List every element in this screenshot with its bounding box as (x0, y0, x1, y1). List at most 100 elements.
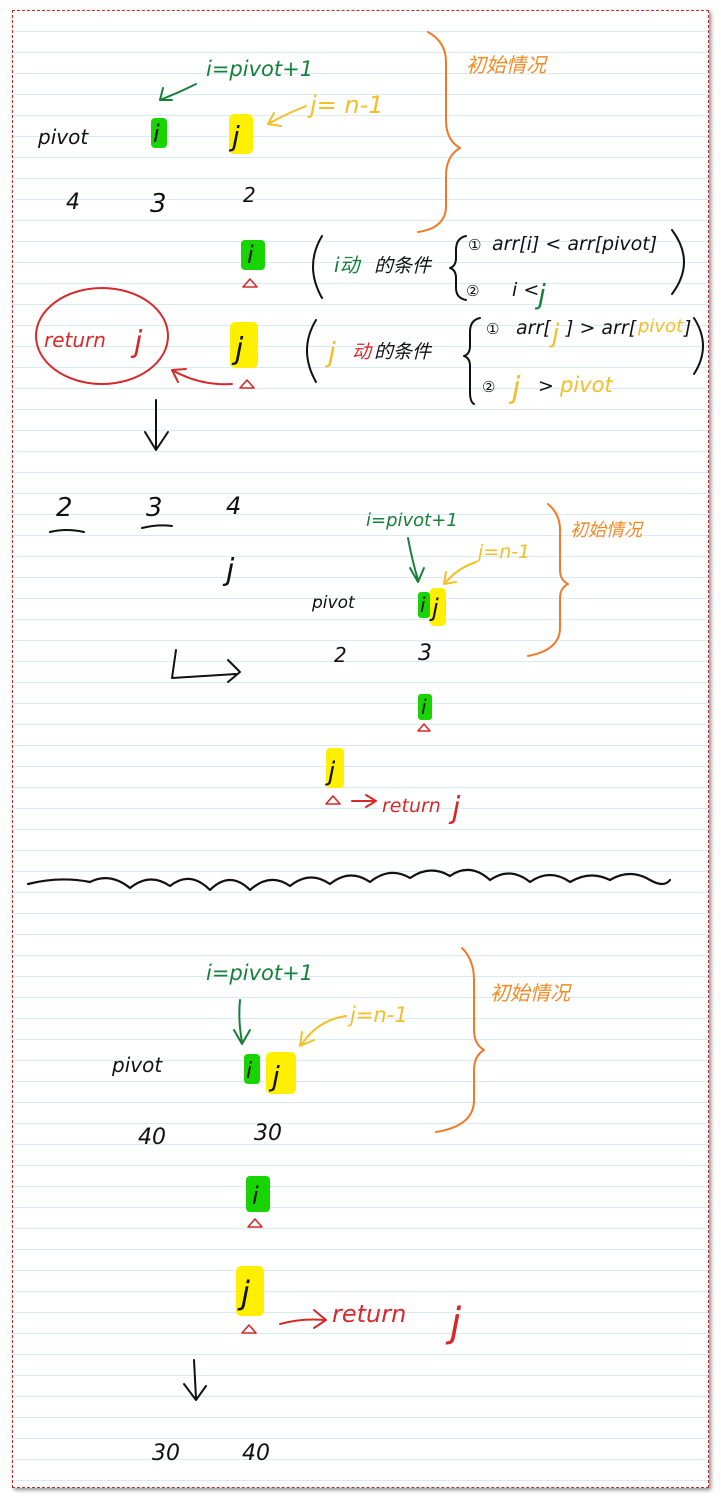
cond-j-c2-j: j (508, 371, 521, 406)
j-moved-marker: j (231, 332, 244, 367)
s3-return-label: return (332, 1300, 406, 1328)
value-b: 3 (150, 189, 167, 219)
down-arrowhead (144, 431, 169, 451)
s3-init-brace (435, 947, 485, 1133)
section-1: i=pivot+1 j= n-1 初始情况 pivot i j 4 3 2 i … (35, 31, 704, 683)
cond-i-c2-left: i < (512, 279, 539, 301)
s2-triangle-red-2 (325, 795, 341, 805)
j-highlight (229, 114, 253, 154)
cond-i-prefix: i动 (334, 253, 362, 277)
triangle-marker-red-2 (239, 379, 255, 389)
arrow-to-i (159, 83, 197, 101)
cond-j-c1-j: j (549, 319, 560, 349)
cond-i-c1: arr[i] < arr[pivot] (492, 233, 657, 255)
cond-j-c2-gt: > (538, 375, 554, 397)
return-label: return (44, 328, 106, 352)
s2-arrowhead-green (409, 567, 425, 583)
notebook-page (12, 10, 709, 1488)
s3-triangle-red-2 (241, 1324, 257, 1334)
s3-return-arrowhead (313, 1309, 327, 1329)
section-3: i=pivot+1 j=n-1 初始情况 pivot i j 40 30 i j… (111, 947, 572, 1466)
s2-return-arrowhead (365, 794, 377, 808)
cond-i-num-1: ① (468, 236, 481, 254)
cond-j-num-1: ① (486, 320, 499, 338)
i-init-label: i=pivot+1 (206, 57, 313, 81)
wavy-divider (26, 868, 672, 892)
s3-j-init-label: j=n-1 (347, 1003, 408, 1027)
s3-after-value-a: 30 (152, 1441, 180, 1466)
after-value-a: 2 (56, 493, 73, 523)
underline-a (49, 529, 85, 533)
s3-i-marker: i (246, 1059, 252, 1084)
after-value-b: 3 (146, 493, 163, 523)
s3-pivot-label: pivot (111, 1053, 163, 1077)
i-moved-marker: i (247, 241, 254, 269)
cond-j-c1-pivot: pivot (637, 316, 684, 337)
paren-right-2 (693, 317, 704, 375)
s2-return-label: return (382, 795, 441, 817)
s2-arrow-to-j (445, 561, 477, 583)
s3-triangle-red (247, 1218, 263, 1228)
s2-j-init-label: j=n-1 (475, 541, 530, 563)
s2-i-init-label: i=pivot+1 (366, 510, 458, 531)
s2-return-var: j (448, 791, 461, 826)
paren-left-2 (306, 319, 317, 383)
s3-value-a: 40 (138, 1125, 166, 1150)
s2-arrow-to-i (407, 537, 419, 581)
i-highlight (151, 118, 167, 148)
arrow-to-return (171, 369, 233, 386)
s3-arrow-to-i (238, 999, 243, 1043)
i-moved-highlight (241, 240, 265, 270)
s3-return-var: j (445, 1300, 462, 1346)
cond-i-num-2: ② (466, 282, 479, 300)
s3-down-arrow (193, 1359, 197, 1399)
s2-j-marker: j (429, 594, 439, 622)
s3-arrowhead-yellow (299, 1031, 315, 1047)
s2-arrowhead-yellow (443, 571, 457, 585)
cond-j-prefix2: 动 (352, 341, 373, 363)
cond-j-num-2: ② (482, 378, 495, 396)
l-arrowhead (227, 659, 241, 683)
cond-j-c1-end: ] (683, 317, 691, 339)
init-label: 初始情况 (466, 53, 548, 77)
s3-init-label: 初始情况 (490, 981, 572, 1005)
l-arrow (171, 649, 237, 679)
s2-triangle-red (417, 723, 431, 732)
return-circle (35, 287, 169, 385)
s3-j-moved-marker: j (237, 1274, 250, 1312)
value-a: 4 (66, 190, 80, 215)
s2-init-label: 初始情况 (570, 520, 644, 541)
after-j: j (222, 553, 235, 588)
cond-j-c1-mid: ] > arr[ (565, 317, 637, 339)
return-var: j (130, 325, 143, 360)
s3-j-highlight (266, 1052, 296, 1094)
i-marker: i (153, 120, 160, 148)
s2-j-moved-marker: j (325, 757, 336, 787)
s2-i-moved-highlight (418, 694, 432, 720)
s2-init-brace (527, 503, 569, 657)
s2-i-marker: i (420, 593, 426, 617)
s2-j-moved-highlight (326, 748, 344, 788)
j-moved-highlight (230, 322, 258, 368)
arrowhead-green (159, 87, 173, 101)
cond-i-suffix: 的条件 (374, 255, 433, 277)
pivot-label: pivot (37, 125, 89, 149)
s3-return-arrow (279, 1318, 325, 1325)
brace-cond-j (463, 317, 481, 405)
s2-pivot-label: pivot (311, 593, 356, 613)
s2-j-highlight (430, 588, 446, 626)
section-2: i=pivot+1 j=n-1 初始情况 pivot i j 2 3 i j r… (311, 503, 644, 826)
underline-b (141, 524, 173, 529)
paren-left (312, 235, 323, 299)
s3-after-value-b: 40 (242, 1441, 270, 1466)
arrowhead-red (171, 368, 187, 383)
s3-i-highlight (244, 1054, 260, 1084)
init-brace (417, 31, 461, 233)
cond-j-c1-left: arr[ (516, 317, 551, 339)
s2-value-b: 3 (418, 641, 432, 666)
s2-i-moved-marker: i (421, 695, 427, 719)
s3-arrow-to-j (301, 1015, 347, 1045)
cond-j-suffix: 的条件 (374, 341, 433, 363)
triangle-marker-red (242, 278, 258, 288)
